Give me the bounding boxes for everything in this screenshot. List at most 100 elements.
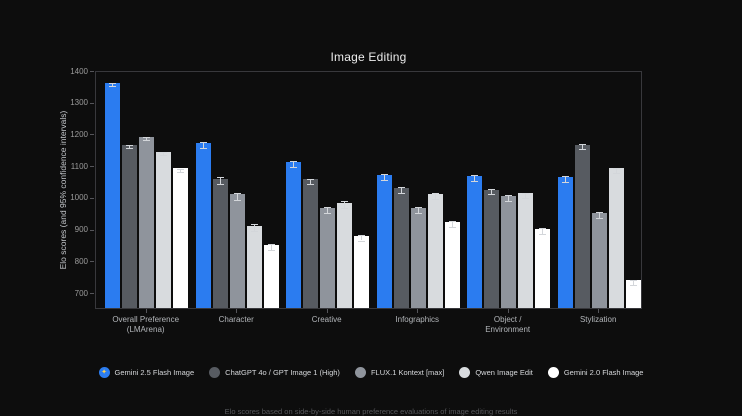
y-tick-label: 1000 (70, 193, 88, 203)
category-label: Character (218, 315, 254, 324)
bar (467, 176, 482, 308)
error-bar-cap-top (448, 220, 456, 222)
error-bar-cap-top (143, 137, 151, 139)
error-bar-cap-bottom (522, 197, 530, 199)
y-tick-label: 1300 (70, 98, 88, 108)
category-label: Infographics (395, 315, 439, 324)
error-bar-line (615, 167, 617, 174)
error-bar-cap-bottom (233, 200, 241, 202)
error-bar-line (112, 83, 113, 87)
error-bar-cap-bottom (199, 147, 207, 149)
error-bar-cap-top (216, 177, 224, 179)
error-bar-cap-bottom (290, 166, 297, 168)
plot-area (95, 71, 642, 309)
error-bar-cap-bottom (324, 213, 332, 215)
bar (484, 189, 500, 308)
bar (303, 179, 319, 308)
legend-item: Qwen Image Edit (459, 366, 533, 378)
error-bar-line (129, 144, 131, 149)
circle-swatch (547, 366, 559, 378)
category-label: Stylization (579, 315, 617, 324)
y-tick-label: 1400 (70, 66, 88, 76)
error-bar-line (310, 178, 312, 184)
error-bar-cap-bottom (612, 173, 620, 175)
y-tick-mark (90, 293, 94, 295)
error-bar-cap-top (290, 161, 297, 163)
error-bar-cap-top (471, 175, 478, 177)
error-bar-line (327, 206, 329, 214)
error-bar-cap-bottom (267, 250, 275, 252)
error-bar-cap-top (109, 83, 116, 85)
error-bar-line (632, 279, 634, 285)
error-bar-line (598, 211, 600, 218)
error-bar-cap-top (250, 223, 258, 225)
error-bar-cap-bottom (143, 139, 151, 141)
error-bar-cap-top (505, 195, 513, 197)
bar (574, 144, 590, 308)
error-bar-line (542, 227, 544, 234)
y-tick-mark (90, 197, 94, 199)
circle-swatch (209, 366, 221, 378)
bar (122, 144, 138, 308)
bar (427, 193, 443, 308)
error-bar-line (581, 144, 583, 150)
category-label: Creative (311, 315, 342, 324)
x-tick-mark (507, 309, 509, 313)
error-bar-line (236, 192, 238, 201)
error-bar-cap-top (414, 206, 422, 208)
legend-item: ✦ Gemini 2.5 Flash Image (98, 366, 195, 378)
error-bar-cap-bottom (561, 181, 569, 183)
y-tick-mark (90, 71, 94, 72)
legend: ✦ Gemini 2.5 Flash Image ChatGPT 4o / GPT … (0, 364, 742, 380)
error-bar-cap-top (233, 192, 241, 194)
error-bar-cap-top (612, 167, 620, 169)
bar (376, 175, 392, 308)
legend-label: Qwen Image Edit (475, 367, 533, 377)
error-bar-cap-bottom (109, 86, 116, 88)
bar (195, 143, 211, 308)
error-bar-line (383, 174, 385, 181)
bar (263, 245, 279, 308)
circle-swatch (459, 366, 471, 378)
error-bar-cap-bottom (160, 154, 168, 156)
error-bar-cap-top (522, 192, 530, 194)
error-bar-line (270, 243, 272, 251)
bar (535, 228, 551, 308)
chart-title: Image Editing (330, 50, 407, 64)
x-tick-mark (236, 309, 238, 313)
bar (608, 168, 624, 308)
y-tick-mark (90, 261, 94, 263)
error-bar-line (293, 161, 294, 167)
y-tick-mark (90, 229, 94, 231)
error-bar-cap-bottom (488, 194, 496, 196)
error-bar-line (253, 223, 255, 232)
x-tick-mark (417, 309, 419, 313)
error-bar-cap-bottom (380, 180, 388, 182)
bar (591, 212, 607, 308)
error-bar-cap-top (307, 178, 315, 180)
error-bar-cap-top (539, 227, 547, 229)
legend-label: Gemini 2.0 Flash Image (563, 367, 644, 377)
bar (320, 208, 336, 308)
bar (518, 193, 534, 308)
bar (286, 162, 301, 308)
error-bar-cap-bottom (397, 193, 405, 195)
x-tick-mark (598, 309, 600, 313)
error-bar-cap-top (199, 142, 207, 144)
error-bar-cap-bottom (177, 171, 185, 173)
legend-item: FLUX.1 Kontext [max] (354, 366, 445, 378)
error-bar-cap-bottom (358, 240, 366, 242)
error-bar-cap-top (488, 189, 496, 191)
error-bar-line (163, 152, 165, 155)
error-bar-cap-bottom (448, 226, 456, 228)
error-bar-cap-bottom (578, 149, 586, 151)
gemini-sparkle-icon: ✦ (98, 366, 110, 378)
y-tick-label: 700 (74, 288, 88, 298)
error-bar-cap-top (431, 192, 439, 194)
legend-label: Gemini 2.5 Flash Image (114, 367, 195, 377)
error-bar-line (400, 186, 402, 194)
bar (246, 225, 262, 308)
error-bar-cap-bottom (595, 217, 603, 219)
legend-label: FLUX.1 Kontext [max] (370, 367, 445, 377)
